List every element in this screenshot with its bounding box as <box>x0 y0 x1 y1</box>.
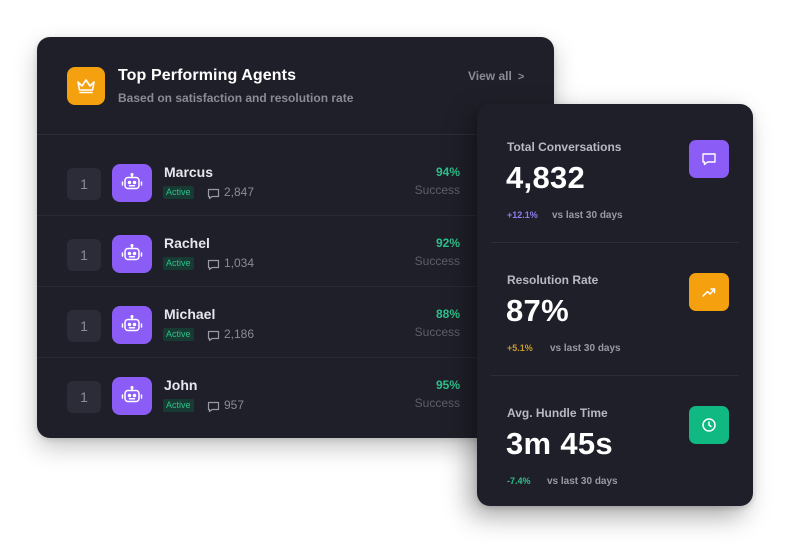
stat-section: Total Conversations 4,832 +12.1% vs last 30… <box>491 110 739 243</box>
status-badge: Active <box>163 399 194 412</box>
stat-value: 3m 45s <box>506 426 613 461</box>
success-label: Success <box>414 183 460 197</box>
agent-name: Rachel <box>164 235 210 251</box>
stat-value: 4,832 <box>506 160 586 195</box>
stat-section: Resolution Rate 87% +5.1% vs last 30 days <box>491 243 739 376</box>
stat-section: Avg. Hundle Time 3m 45s -7.4% vs last 30 da… <box>491 376 739 506</box>
clock-icon <box>689 406 729 444</box>
stat-label: Total Conversations <box>507 140 622 154</box>
chat-icon <box>207 329 220 347</box>
stat-value: 87% <box>506 293 569 328</box>
view-all-link[interactable]: View all > <box>468 69 524 83</box>
chat-icon <box>207 400 220 418</box>
rank-badge: 1 <box>67 168 101 200</box>
status-badge: Active <box>163 328 194 341</box>
conversation-count: 2,847 <box>224 185 255 199</box>
agent-name: Michael <box>164 306 216 322</box>
agents-card-title: Top Performing Agents <box>118 67 297 84</box>
agent-row[interactable]: 1 Rachel Active 1,034 92% Success <box>37 216 554 287</box>
chat-icon <box>689 140 729 178</box>
robot-icon <box>112 377 152 415</box>
agent-row[interactable]: 1 Michael Active 2,186 88% Success <box>37 287 554 358</box>
agents-card-subtitle: Based on satisfaction and resolution rat… <box>118 91 354 105</box>
stat-change: +12.1% <box>507 210 538 220</box>
stat-change: +5.1% <box>507 343 533 353</box>
crown-icon <box>67 67 105 105</box>
rank-badge: 1 <box>67 310 101 342</box>
success-rate: 92% <box>435 236 460 250</box>
success-rate: 95% <box>435 378 460 392</box>
agent-row[interactable]: 1 Marcus Active 2,847 94% Success <box>37 145 554 216</box>
robot-icon <box>112 164 152 202</box>
stat-note: vs last 30 days <box>550 343 621 354</box>
rank-badge: 1 <box>67 381 101 413</box>
success-label: Success <box>414 396 460 410</box>
stat-label: Resolution Rate <box>507 273 599 287</box>
stats-card: Total Conversations 4,832 +12.1% vs last 30… <box>477 104 753 506</box>
robot-icon <box>112 306 152 344</box>
agent-row[interactable]: 1 John Active 957 95% Success <box>37 358 554 429</box>
top-agents-card: Top Performing Agents Based on satisfact… <box>37 37 554 438</box>
conversation-count: 957 <box>224 398 245 412</box>
trend-up-icon <box>689 273 729 311</box>
conversation-count: 1,034 <box>224 256 255 270</box>
success-label: Success <box>414 325 460 339</box>
agents-card-header: Top Performing Agents Based on satisfact… <box>37 37 554 135</box>
chat-icon <box>207 187 220 205</box>
success-rate: 94% <box>435 165 460 179</box>
status-badge: Active <box>163 186 194 199</box>
agent-name: John <box>164 377 198 393</box>
stat-label: Avg. Hundle Time <box>507 406 608 420</box>
robot-icon <box>112 235 152 273</box>
agent-name: Marcus <box>164 164 214 180</box>
conversation-count: 2,186 <box>224 327 255 341</box>
chevron-right-icon: > <box>517 71 525 83</box>
stat-change: -7.4% <box>507 476 531 486</box>
success-label: Success <box>414 254 460 268</box>
chat-icon <box>207 258 220 276</box>
status-badge: Active <box>163 257 194 270</box>
success-rate: 88% <box>435 307 460 321</box>
view-all-label: View all <box>468 69 512 83</box>
stat-note: vs last 30 days <box>547 476 618 487</box>
rank-badge: 1 <box>67 239 101 271</box>
stat-note: vs last 30 days <box>552 210 623 221</box>
